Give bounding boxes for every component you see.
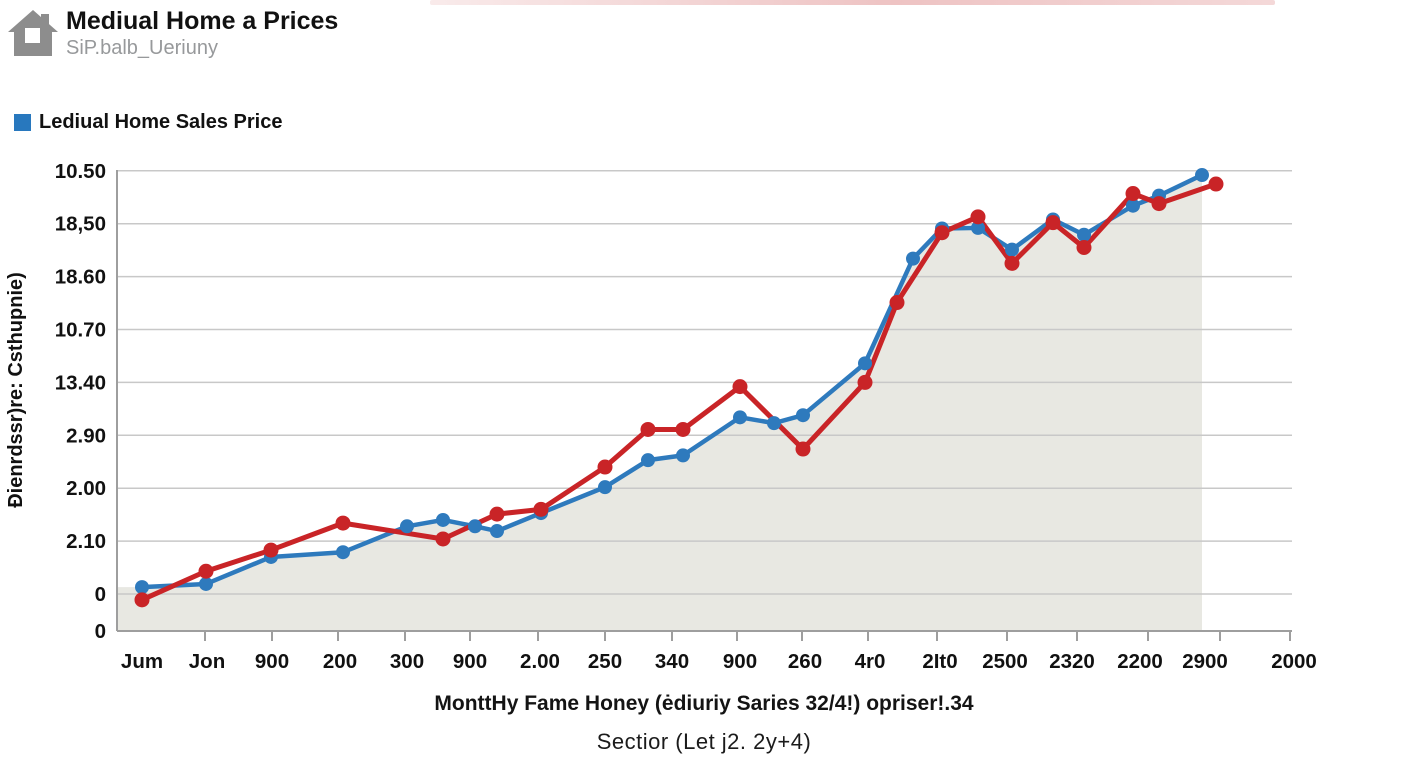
blue-series-point (199, 576, 213, 591)
red-series-point (732, 379, 748, 395)
x-tick-label: Jon (189, 650, 225, 673)
red-series-point (795, 441, 811, 457)
red-series-point (263, 542, 279, 558)
x-tick-labels: Jum Jon 900 200 300 900 2.00 250 340 900 260 4r0 2It… (121, 650, 1317, 673)
x-tick-label: 300 (390, 650, 424, 673)
red-series-point (934, 225, 950, 241)
y-tick-label: 10.70 (55, 319, 106, 342)
blue-series-point (1077, 227, 1091, 242)
blue-series-point (767, 416, 781, 431)
x-tick-label: 900 (723, 650, 757, 673)
page-title: Mediual Home a Prices (66, 7, 339, 35)
y-axis-title: Ðienrdssr)re: Csthupnie) (5, 272, 27, 508)
page-subtitle: SiP.balb_Ueriuny (66, 37, 218, 59)
y-tick-label: 13.40 (55, 371, 106, 394)
red-series-point (1151, 196, 1167, 212)
y-tick-label: 0 (95, 620, 106, 643)
area-fill (117, 175, 1202, 632)
x-tick-label: 260 (788, 650, 822, 673)
red-series-point (435, 531, 451, 547)
red-series-point (1004, 255, 1020, 271)
blue-series-point (400, 519, 414, 534)
top-pink-artifact (430, 0, 1275, 5)
blue-series-point (336, 545, 350, 560)
red-series-point (857, 374, 873, 390)
blue-series-point (906, 251, 920, 266)
x-tick-label: 2000 (1271, 650, 1317, 673)
x-axis-subcaption: Sectior (Let j2. 2y+4) (596, 729, 812, 754)
blue-series-point (733, 410, 747, 425)
y-tick-label: 0 (95, 583, 106, 606)
x-tick-label: 2320 (1049, 650, 1095, 673)
y-tick-label: 2.00 (66, 477, 106, 500)
legend-swatch-icon (14, 114, 31, 131)
legend-label: Lediual Home Sales Price (39, 111, 283, 133)
x-tick-label: 200 (323, 650, 357, 673)
blue-series-point (641, 453, 655, 468)
red-series-point (1208, 176, 1224, 192)
x-tick-label: 900 (453, 650, 487, 673)
blue-series-point (1195, 168, 1209, 183)
blue-series-point (490, 524, 504, 539)
y-tick-label: 18,50 (55, 213, 106, 236)
axes (116, 170, 1292, 641)
x-axis-caption: MonttHy Fame Honey (ėdiuriy Saries 32/4!… (434, 692, 974, 715)
gridlines (117, 170, 1292, 595)
blue-series-point (468, 519, 482, 534)
red-series-point (533, 501, 549, 517)
red-series-point (335, 515, 351, 531)
red-series-point (198, 563, 214, 579)
red-series-point (675, 421, 691, 437)
blue-series-point (1005, 242, 1019, 257)
y-tick-label: 2.10 (66, 530, 106, 553)
blue-series-point (971, 220, 985, 235)
red-series-point (889, 295, 905, 311)
legend: Lediual Home Sales Price (14, 111, 282, 134)
x-tick-label: 900 (255, 650, 289, 673)
red-series-point (597, 459, 613, 475)
x-tick-label: 2200 (1117, 650, 1163, 673)
x-tick-label: 2It0 (922, 650, 957, 673)
red-series-point (970, 209, 986, 225)
x-tick-label: 250 (588, 650, 622, 673)
header-text: Mediual Home a Prices SiP.balb_Ueriuny (66, 6, 338, 60)
red-series-point (134, 592, 150, 608)
blue-series-point (135, 580, 149, 595)
blue-series-point (598, 480, 612, 495)
red-series-markers (134, 176, 1224, 608)
x-tick-label: 2.00 (520, 650, 560, 673)
blue-series-point (1126, 198, 1140, 213)
red-series-point (1125, 186, 1141, 202)
x-tick-label: 2900 (1182, 650, 1228, 673)
x-tick-label: Jum (121, 650, 163, 673)
x-tick-label: 2500 (982, 650, 1028, 673)
red-series-point (1045, 215, 1061, 231)
red-series-point (1076, 240, 1092, 256)
x-tick-label: 4r0 (855, 650, 886, 673)
red-series-point (489, 506, 505, 522)
blue-series-point (676, 448, 690, 463)
blue-series-point (858, 356, 872, 371)
blue-series-point (796, 408, 810, 423)
y-tick-label: 18.60 (55, 266, 106, 289)
y-tick-label: 2.90 (66, 424, 106, 447)
y-tick-label: 10.50 (55, 160, 106, 183)
x-tick-label: 340 (655, 650, 689, 673)
y-tick-labels: 10.50 18,50 18.60 10.70 13.40 2.90 2.00 2.10 0 0 (55, 160, 106, 643)
blue-series-point (436, 512, 450, 527)
red-series-point (640, 421, 656, 437)
house-icon (8, 10, 58, 56)
chart-header: Mediual Home a Prices SiP.balb_Ueriuny (8, 6, 338, 60)
